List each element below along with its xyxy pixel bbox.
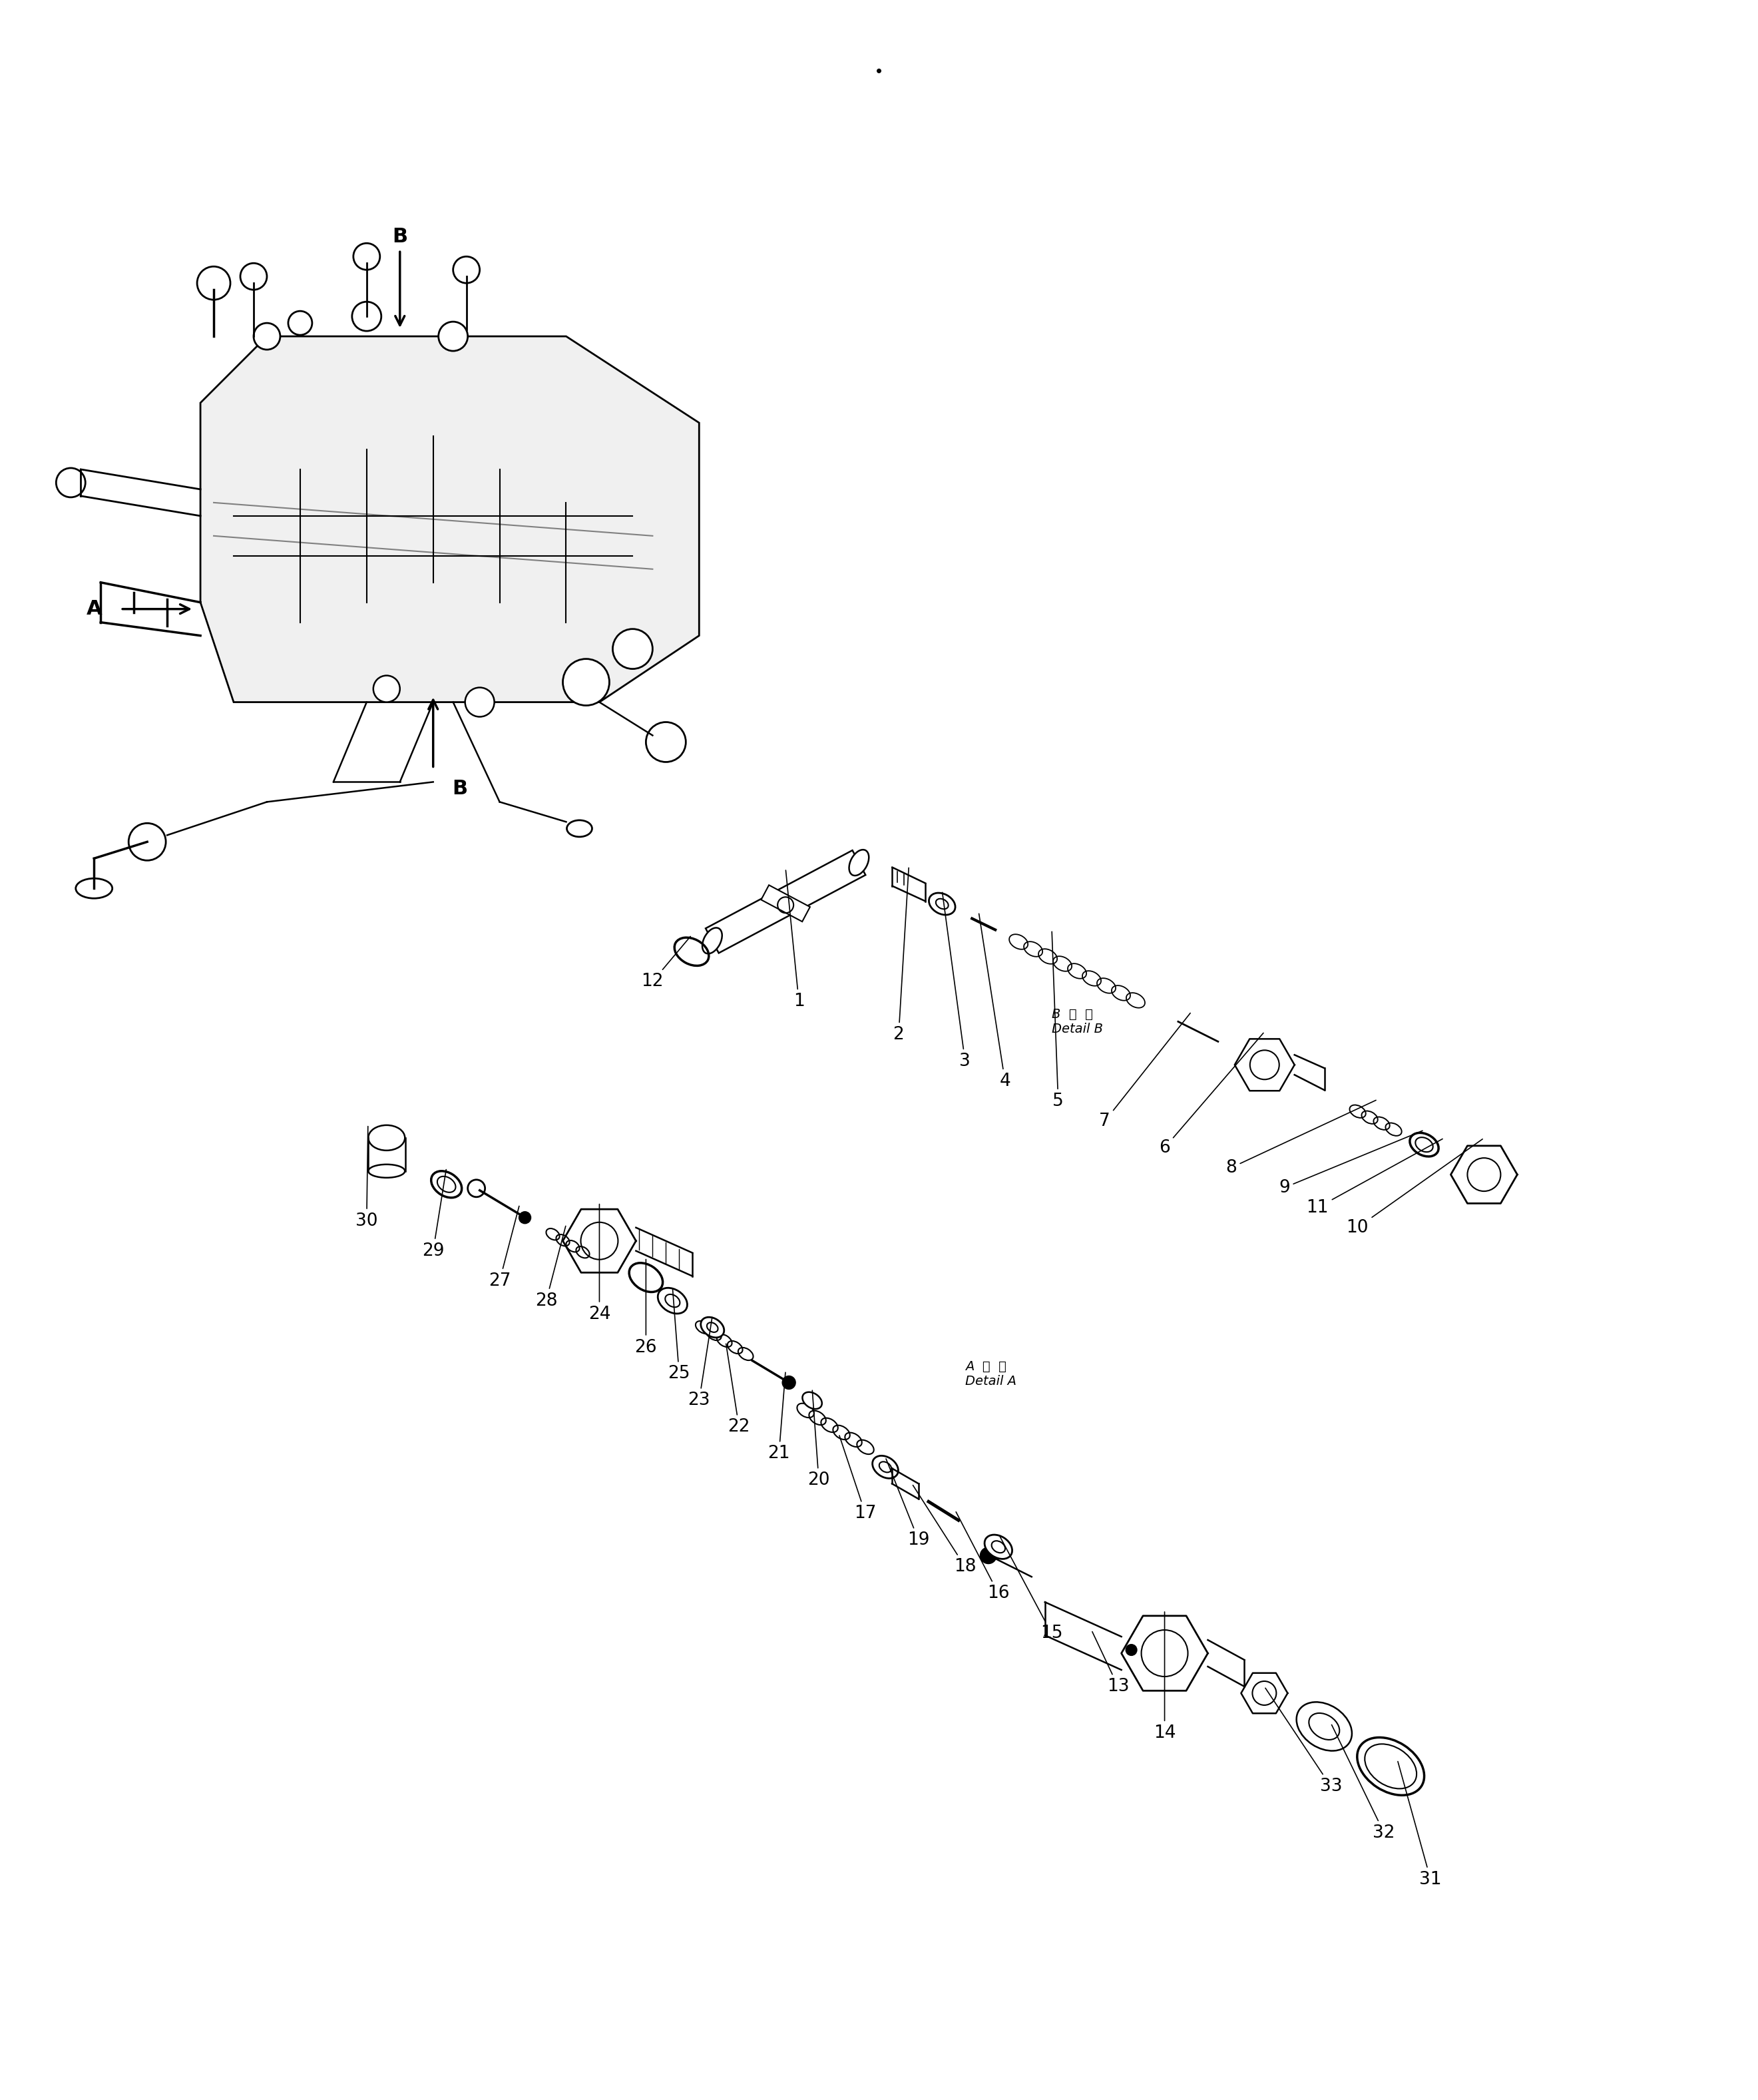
Ellipse shape — [665, 1294, 680, 1306]
Circle shape — [373, 676, 399, 701]
Circle shape — [519, 1212, 531, 1224]
Text: 22: 22 — [726, 1344, 751, 1436]
Text: 6: 6 — [1159, 1033, 1264, 1157]
Text: 18: 18 — [912, 1485, 976, 1575]
Circle shape — [438, 321, 468, 351]
Text: 33: 33 — [1266, 1688, 1341, 1796]
Circle shape — [614, 630, 652, 670]
Ellipse shape — [657, 1287, 687, 1315]
Text: 16: 16 — [956, 1512, 1009, 1602]
Ellipse shape — [849, 851, 868, 876]
Text: 19: 19 — [886, 1460, 930, 1550]
Circle shape — [288, 311, 313, 336]
Circle shape — [981, 1548, 997, 1565]
Text: B: B — [392, 227, 408, 246]
Circle shape — [353, 244, 380, 269]
Circle shape — [563, 659, 610, 706]
Ellipse shape — [879, 1462, 891, 1472]
Text: 25: 25 — [668, 1289, 691, 1382]
Ellipse shape — [1296, 1701, 1352, 1751]
Text: 14: 14 — [1153, 1613, 1176, 1741]
Text: B  詳  細
Detail B: B 詳 細 Detail B — [1051, 1008, 1102, 1035]
Ellipse shape — [935, 899, 948, 909]
Ellipse shape — [76, 878, 113, 899]
Text: 30: 30 — [355, 1126, 378, 1231]
Bar — [761, 884, 810, 922]
Text: 20: 20 — [807, 1390, 830, 1489]
Text: 12: 12 — [642, 937, 691, 989]
Ellipse shape — [992, 1541, 1006, 1552]
Text: B: B — [452, 779, 468, 798]
Ellipse shape — [872, 1455, 898, 1478]
Ellipse shape — [1310, 1714, 1340, 1739]
Text: 24: 24 — [589, 1203, 610, 1323]
Ellipse shape — [701, 928, 723, 953]
Ellipse shape — [438, 1176, 455, 1193]
Text: A  詳  細
Detail A: A 詳 細 Detail A — [965, 1361, 1016, 1388]
Text: 32: 32 — [1331, 1724, 1396, 1842]
Ellipse shape — [566, 821, 592, 836]
Polygon shape — [200, 336, 700, 701]
Text: 15: 15 — [999, 1535, 1062, 1642]
Text: 9: 9 — [1278, 1130, 1422, 1197]
Ellipse shape — [928, 893, 955, 916]
Circle shape — [197, 267, 230, 300]
Text: 21: 21 — [768, 1373, 789, 1462]
Circle shape — [1127, 1644, 1137, 1655]
Text: 31: 31 — [1398, 1762, 1442, 1888]
Ellipse shape — [1415, 1138, 1433, 1153]
Circle shape — [56, 468, 86, 498]
Text: 13: 13 — [1092, 1632, 1129, 1695]
Circle shape — [468, 1180, 485, 1197]
Ellipse shape — [701, 1317, 724, 1338]
Circle shape — [645, 722, 686, 762]
Ellipse shape — [369, 1126, 404, 1151]
Text: 1: 1 — [786, 869, 805, 1010]
Text: 3: 3 — [942, 893, 970, 1071]
Text: 28: 28 — [534, 1226, 566, 1310]
Text: A: A — [86, 598, 102, 620]
Circle shape — [352, 302, 381, 332]
Ellipse shape — [707, 1323, 717, 1331]
Text: 17: 17 — [839, 1436, 877, 1523]
Circle shape — [253, 323, 280, 349]
Ellipse shape — [802, 1392, 823, 1409]
Circle shape — [128, 823, 165, 861]
Text: 27: 27 — [489, 1205, 519, 1289]
Text: 7: 7 — [1099, 1012, 1190, 1130]
Ellipse shape — [984, 1535, 1013, 1558]
Text: 4: 4 — [979, 914, 1011, 1090]
Text: 5: 5 — [1051, 932, 1064, 1111]
Circle shape — [782, 1376, 796, 1390]
Circle shape — [241, 262, 267, 290]
Ellipse shape — [369, 1163, 404, 1178]
Text: 26: 26 — [635, 1260, 657, 1357]
Text: 2: 2 — [893, 867, 909, 1044]
Text: 10: 10 — [1347, 1138, 1482, 1237]
Text: 29: 29 — [422, 1170, 447, 1260]
Polygon shape — [705, 851, 865, 953]
Circle shape — [454, 256, 480, 284]
Text: 8: 8 — [1225, 1100, 1377, 1176]
Text: 11: 11 — [1306, 1138, 1443, 1216]
Ellipse shape — [1364, 1743, 1417, 1789]
Circle shape — [466, 687, 494, 716]
Text: 23: 23 — [687, 1317, 712, 1409]
